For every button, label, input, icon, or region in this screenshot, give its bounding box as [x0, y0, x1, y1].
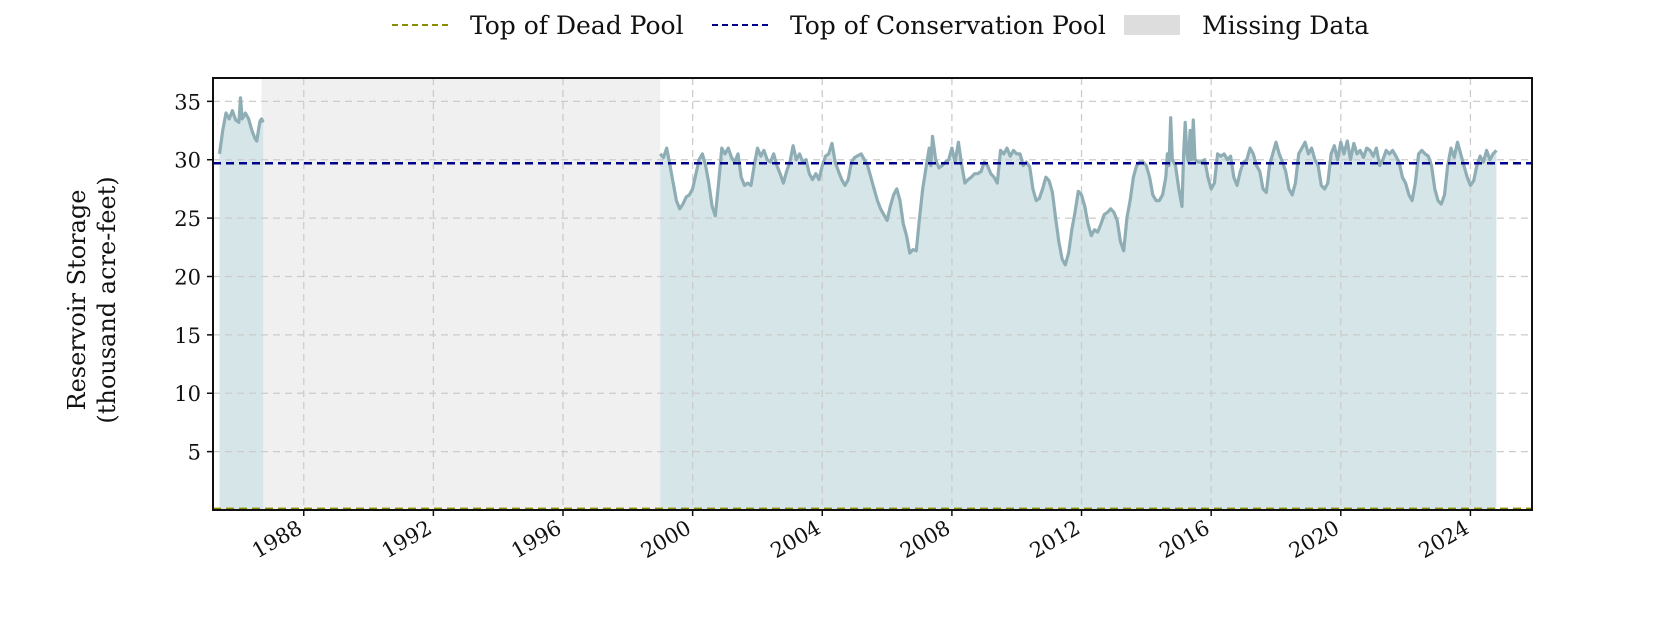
y-axis-label-line1: Reservoir Storage [63, 189, 91, 411]
storage-fill-0 [219, 97, 264, 511]
x-tick-label-2008: 2008 [896, 516, 954, 564]
x-tick-label-2000: 2000 [637, 516, 695, 564]
x-tick-label-2016: 2016 [1155, 516, 1213, 564]
legend-label-dead-pool: Top of Dead Pool [470, 10, 684, 40]
y-tick-label-10: 10 [174, 382, 201, 406]
x-tick-label-2020: 2020 [1285, 516, 1343, 564]
legend-label-conservation-pool: Top of Conservation Pool [790, 10, 1106, 40]
storage-line-1 [659, 116, 1498, 267]
conservation-pool-swatch [712, 24, 768, 26]
x-tick-label-1992: 1992 [378, 516, 436, 564]
y-axis-label: Reservoir Storage (thousand acre-feet) [62, 176, 122, 423]
legend-item-missing-data: Missing Data [1124, 8, 1369, 42]
missing-data-span-0 [261, 78, 661, 510]
dead-pool-swatch [392, 24, 448, 26]
y-tick-label-25: 25 [174, 207, 201, 231]
missing-data-swatch [1124, 15, 1180, 35]
x-tick-label-1988: 1988 [248, 516, 306, 564]
legend-item-conservation-pool: Top of Conservation Pool [712, 8, 1106, 42]
legend-item-dead-pool: Top of Dead Pool [392, 8, 684, 42]
plot-frame [212, 77, 1533, 511]
x-tick-label-2012: 2012 [1026, 516, 1084, 564]
x-tick-label-2024: 2024 [1415, 516, 1473, 564]
y-axis-label-line2: (thousand acre-feet) [93, 176, 121, 424]
x-tick-label-2004: 2004 [766, 516, 824, 564]
storage-fill-1 [660, 117, 1497, 510]
legend: Top of Dead Pool Top of Conservation Poo… [0, 8, 1680, 42]
legend-label-missing-data: Missing Data [1202, 10, 1370, 40]
y-tick-label-15: 15 [174, 324, 201, 348]
y-tick-label-30: 30 [174, 149, 201, 173]
y-tick-label-5: 5 [188, 441, 201, 465]
y-tick-label-35: 35 [174, 90, 201, 114]
y-tick-label-20: 20 [174, 265, 201, 289]
x-tick-label-1996: 1996 [507, 516, 565, 564]
storage-line-0 [217, 96, 265, 155]
